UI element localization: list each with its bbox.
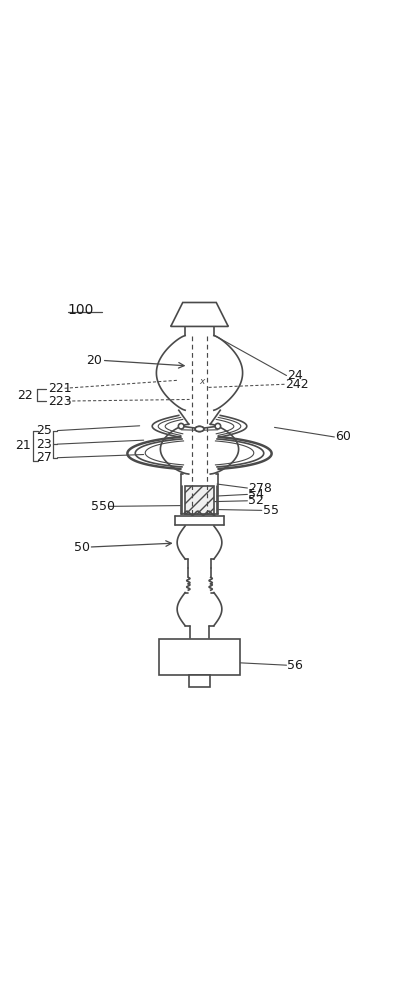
Polygon shape — [171, 302, 228, 326]
Ellipse shape — [195, 426, 204, 432]
Circle shape — [215, 423, 221, 429]
Polygon shape — [160, 424, 239, 474]
Text: 60: 60 — [335, 430, 351, 443]
Text: 278: 278 — [248, 482, 272, 495]
Bar — [185, 486, 214, 514]
Text: 27: 27 — [36, 451, 52, 464]
Polygon shape — [177, 526, 222, 559]
Text: 22: 22 — [17, 389, 33, 402]
Circle shape — [178, 423, 184, 429]
Text: 56: 56 — [287, 659, 303, 672]
Text: 223: 223 — [48, 395, 71, 408]
Text: 25: 25 — [36, 424, 52, 437]
Text: 55: 55 — [263, 504, 279, 517]
Text: 50: 50 — [74, 541, 90, 554]
Text: 100: 100 — [68, 303, 94, 317]
Text: 221: 221 — [48, 382, 71, 395]
Polygon shape — [189, 675, 210, 687]
Text: 20: 20 — [86, 354, 102, 367]
Polygon shape — [156, 336, 243, 410]
Text: 24: 24 — [287, 369, 303, 382]
Polygon shape — [177, 593, 222, 626]
Ellipse shape — [195, 426, 204, 432]
Text: 52: 52 — [248, 494, 264, 507]
Text: x: x — [199, 377, 205, 386]
Text: 242: 242 — [285, 378, 309, 391]
Text: 54: 54 — [248, 488, 264, 501]
Text: 23: 23 — [36, 438, 52, 451]
Text: 21: 21 — [16, 439, 31, 452]
Polygon shape — [159, 639, 240, 675]
Text: 550: 550 — [91, 500, 115, 513]
